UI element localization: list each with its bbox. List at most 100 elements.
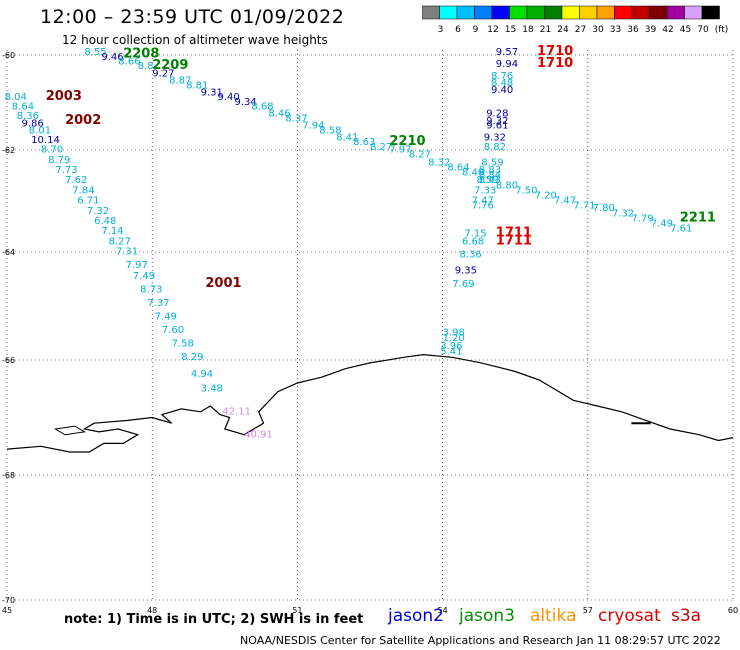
legend-label: 18	[522, 25, 534, 35]
wave-height-reading: 7.14	[101, 226, 123, 237]
wave-height-reading: 8.70	[41, 145, 63, 156]
legend-label: 21	[540, 25, 551, 35]
wave-height-reading: 8.41	[336, 133, 358, 144]
wave-height-reading: 8.64	[12, 102, 34, 113]
satellite-pass-label: 2003	[46, 89, 82, 104]
wave-height-reading: 3.48	[201, 384, 223, 395]
wave-height-reading: 7.37	[147, 298, 169, 309]
wave-height-reading: 8.04	[5, 92, 27, 103]
wave-height-reading: 8.46	[268, 109, 290, 120]
wave-height-reading: 8.27	[109, 236, 131, 247]
latitude-tick-label: -60	[2, 51, 15, 60]
satellite-legend-s3a: s3a	[671, 606, 702, 626]
wave-height-reading: 7.47	[554, 196, 576, 207]
wave-height-reading: 7.32	[87, 206, 109, 217]
satellite-pass-label: 2210	[389, 134, 425, 149]
color-legend: 3 6 9 12 15 18 21 24 27 30 33 36 39 42 45 70 (ft)	[422, 5, 728, 35]
wave-height-reading: 9.94	[496, 59, 518, 70]
latitude-tick-label: -62	[2, 146, 15, 155]
legend-label: 15	[505, 25, 516, 35]
wave-height-reading: 7.58	[172, 339, 194, 350]
wave-height-reading: 6.71	[77, 196, 99, 207]
wave-height-reading: 8.66	[118, 57, 140, 68]
wave-height-reading: 8.32	[428, 157, 450, 168]
legend-label: 27	[575, 25, 586, 35]
latitude-tick-label: -66	[2, 356, 15, 365]
wave-height-reading: 9.31	[201, 87, 223, 98]
wave-height-reading: 8.36	[17, 111, 39, 122]
satellite-pass-label: 1711	[496, 233, 532, 248]
wave-height-reading: 6.48	[94, 216, 116, 227]
wave-height-reading: 8.55	[84, 47, 106, 58]
wave-height-reading: 9.61	[486, 121, 508, 132]
wave-height-reading: 7.60	[162, 325, 184, 336]
legend-label: 70	[697, 25, 709, 35]
wave-height-reading: 40.91	[244, 430, 273, 441]
latitude-tick-label: -68	[2, 471, 15, 480]
wave-height-reading: 5.41	[440, 347, 462, 358]
wave-height-reading: 7.31	[116, 247, 138, 258]
wave-height-reading: 8.48	[491, 78, 513, 89]
wave-height-reading: 8.36	[460, 249, 482, 260]
wave-height-reading: 8.37	[285, 114, 307, 125]
wave-height-reading: 8.83	[479, 165, 501, 176]
satellite-pass-label: 1711	[496, 226, 532, 241]
longitude-tick-label: 60	[728, 606, 738, 615]
wave-height-reading: 9.32	[486, 116, 508, 127]
wave-height-reading: 7.62	[65, 175, 87, 186]
map-subtitle: 12 hour collection of altimeter wave hei…	[62, 33, 328, 47]
legend-swatch	[701, 5, 720, 20]
wave-height-reading: 8.27	[409, 150, 431, 161]
wave-height-reading: 8.64	[447, 162, 469, 173]
wave-height-reading: 7.61	[670, 224, 692, 235]
wave-height-reading: 7.32	[612, 208, 634, 219]
wave-height-reading: 8.80	[496, 180, 518, 191]
wave-height-reading: 9.34	[235, 97, 257, 108]
wave-height-reading: 9.46	[101, 52, 123, 63]
wave-height-reading: 10.14	[31, 135, 60, 146]
wave-height-reading: 9.57	[496, 47, 518, 58]
satellite-legend-altika: altika	[530, 606, 577, 626]
wave-height-reading: 7.50	[515, 185, 537, 196]
latitude-tick-label: -64	[2, 248, 15, 257]
wave-height-reading: 8.76	[491, 71, 513, 82]
satellite-legend-cryosat: cryosat	[598, 606, 661, 626]
footer-note: note: 1) Time is in UTC; 2) SWH is in fe…	[64, 612, 364, 627]
satellite-pass-label: 2209	[152, 58, 188, 73]
satellite-pass-label: 2208	[123, 46, 159, 61]
satellite-pass-label: 2001	[205, 276, 241, 291]
latitude-tick-label: -70	[2, 596, 15, 605]
satellite-legend-jason3: jason3	[459, 606, 515, 626]
wave-height-reading: 8.63	[353, 137, 375, 148]
satellite-legend-jason2: jason2	[388, 606, 444, 626]
wave-height-reading: 8.8	[138, 61, 154, 72]
wave-height-reading: 9.32	[484, 133, 506, 144]
wave-height-reading: 7.94	[302, 121, 324, 132]
wave-height-reading: 7.49	[651, 219, 673, 230]
wave-height-reading: 3.96	[440, 341, 462, 352]
wave-height-reading: 8.59	[477, 175, 499, 186]
satellite-pass-label: 2002	[65, 113, 101, 128]
legend-label: 33	[610, 25, 621, 35]
wave-height-reading: 8.27	[370, 142, 392, 153]
legend-label: 24	[557, 25, 569, 35]
wave-height-reading: 7.49	[133, 271, 155, 282]
wave-height-reading: 8.40	[462, 168, 484, 179]
wave-height-reading: 1.20	[443, 333, 465, 344]
wave-height-reading: 9.40	[491, 85, 513, 96]
wave-height-reading: 8.81	[186, 80, 208, 91]
longitude-tick-label: 45	[2, 606, 12, 615]
wave-height-reading: 8.68	[251, 102, 273, 113]
legend-label: 42	[662, 25, 673, 35]
longitude-tick-label: 57	[583, 606, 593, 615]
wave-height-reading: 8.01	[29, 125, 51, 136]
wave-height-reading: 8.79	[48, 155, 70, 166]
legend-label: 45	[680, 25, 691, 35]
longitude-tick-label: 51	[292, 606, 302, 615]
wave-height-reading: 8.82	[484, 142, 506, 153]
wave-height-reading: 7.15	[464, 229, 486, 240]
legend-label: 9	[473, 25, 479, 35]
wave-height-reading: 7.73	[55, 165, 77, 176]
wave-height-reading: 9.35	[455, 266, 477, 277]
wave-height-reading: 4.94	[191, 369, 213, 380]
